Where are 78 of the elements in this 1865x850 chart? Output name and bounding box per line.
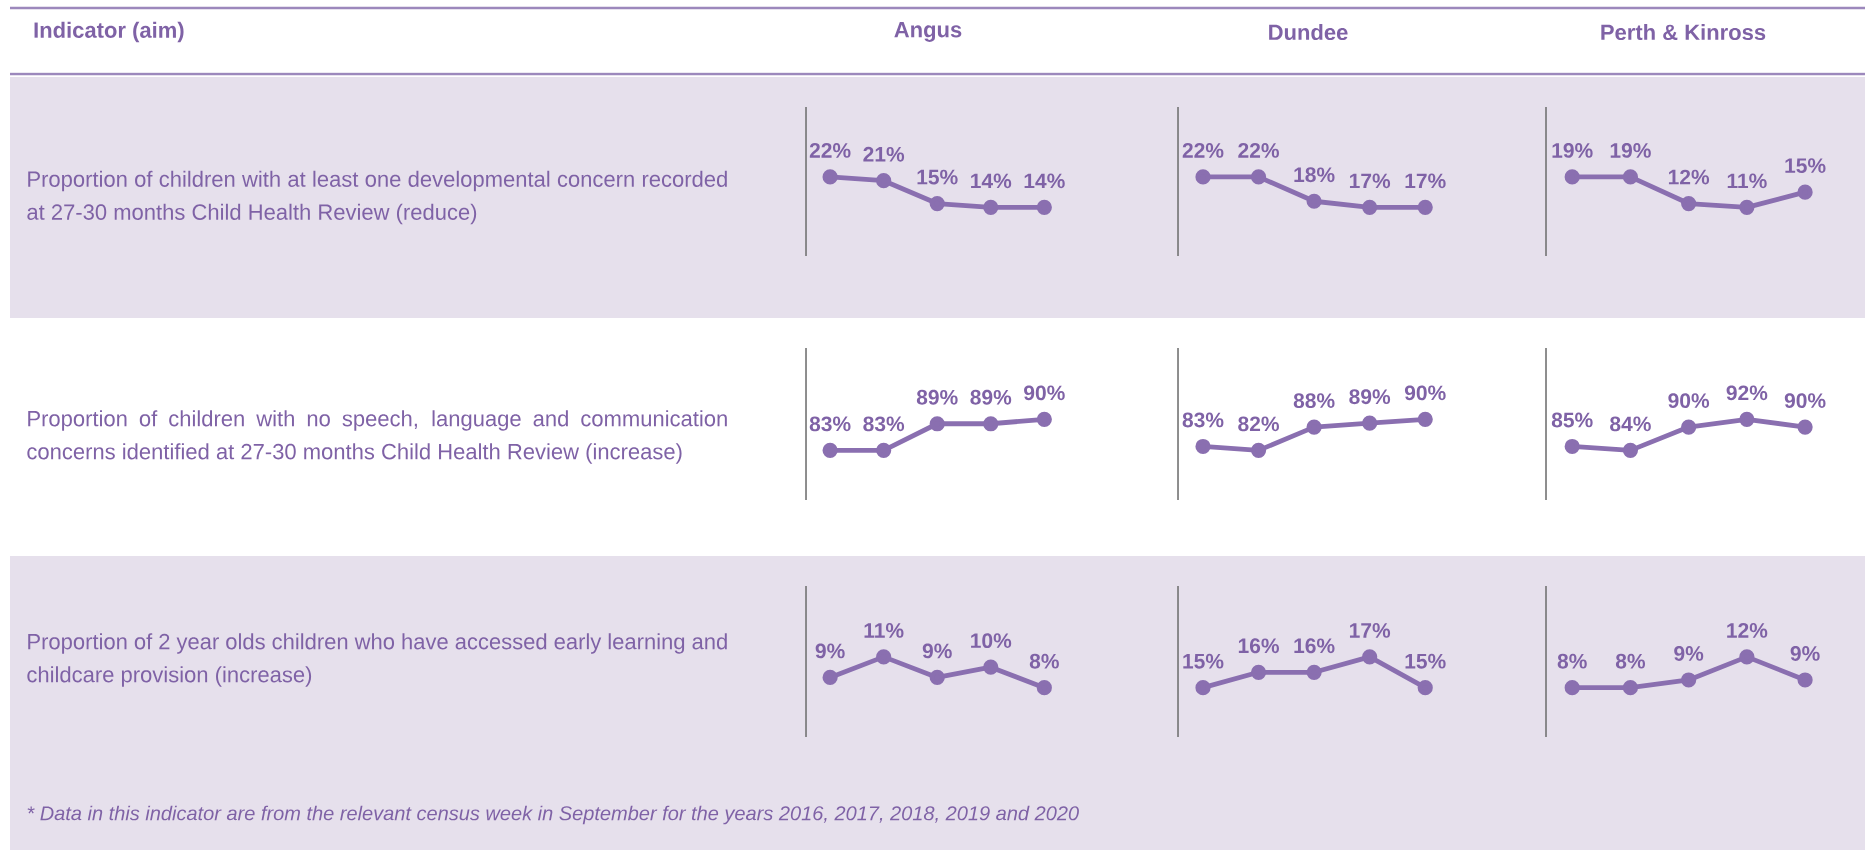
data-label: 83% [1182, 412, 1224, 428]
point [1036, 680, 1052, 696]
text: Angus [894, 22, 962, 42]
data-label: 83% [809, 416, 851, 432]
data-label: 14% [1024, 173, 1065, 189]
data-label: 89% [970, 389, 1012, 405]
data-label: 14% [971, 173, 1012, 189]
text: Dundee [1269, 23, 1348, 41]
point [1739, 199, 1755, 215]
point [1564, 169, 1580, 185]
data-label: 9% [815, 643, 845, 659]
data-label: 15% [917, 169, 958, 185]
data-label: 12% [1727, 622, 1768, 638]
point [1250, 442, 1267, 458]
data-label: 90% [1024, 385, 1065, 401]
data-label: 92% [1726, 385, 1768, 401]
text: Proportion of children with no speech, language and communication concerns identified at 27-30 months Child Health Review (increase) [27, 410, 727, 464]
data-label: 17% [1405, 173, 1446, 189]
data-label: 9% [1674, 646, 1704, 661]
text: Proportion of children with at least one developmental concern recorded at 27-30 months Child Health Review (reduce) [27, 170, 727, 225]
data-label: 18% [1294, 167, 1335, 183]
data-label: 15% [1183, 653, 1224, 669]
data-label: 11% [864, 623, 904, 638]
data-label: 85% [1551, 412, 1593, 428]
text: * Data in this indicator are from the relevant census week in September for the years 2016, 2017, 2018, 2019 and 2020 [27, 805, 1079, 825]
point [929, 669, 945, 686]
data-label: 9% [1790, 646, 1820, 661]
point [1681, 195, 1697, 212]
data-label: 17% [1349, 623, 1391, 638]
data-label: 90% [1784, 393, 1826, 409]
point [1306, 419, 1322, 435]
text: Proportion of 2 year olds children who have accessed early learning and childcare provision (increase) [27, 633, 727, 687]
data-label: 11% [1727, 173, 1767, 189]
text: Indicator (aim) [34, 21, 184, 43]
data-label: 10% [971, 633, 1012, 649]
point [1622, 169, 1639, 185]
point [876, 173, 892, 189]
data-label: 22% [1238, 143, 1279, 158]
data-label: 8% [1557, 653, 1587, 669]
data-label: 90% [1404, 385, 1446, 401]
point [929, 195, 945, 212]
data-label: 8% [1029, 653, 1059, 669]
data-label: 16% [1294, 638, 1335, 654]
point [1622, 442, 1639, 458]
point [1797, 419, 1813, 435]
point [1797, 184, 1813, 200]
point [822, 169, 838, 185]
data-label: 21% [863, 146, 905, 162]
point [1564, 438, 1580, 455]
point [1681, 419, 1697, 435]
point [1036, 199, 1052, 215]
data-label: 12% [1668, 169, 1710, 185]
data-label: 17% [1349, 173, 1391, 189]
point [1195, 438, 1211, 455]
point [1417, 411, 1433, 427]
point [983, 659, 999, 675]
data-label: 19% [1610, 143, 1651, 158]
data-label: 84% [1610, 416, 1651, 432]
data-label: 15% [1785, 158, 1826, 174]
data-label: 83% [863, 416, 905, 432]
point [822, 669, 838, 686]
data-label: 19% [1552, 143, 1593, 158]
data-label: 89% [1349, 389, 1391, 405]
data-label: 89% [916, 389, 958, 405]
data-label: 16% [1238, 638, 1279, 654]
data-label: 22% [1182, 143, 1224, 158]
data-label: 15% [1405, 653, 1446, 669]
point [1739, 411, 1755, 427]
data-label: 22% [809, 143, 851, 158]
data-label: 8% [1615, 653, 1646, 669]
data-label: 82% [1238, 416, 1279, 432]
text: Perth & Kinross [1601, 23, 1766, 41]
data-label: 90% [1668, 393, 1710, 409]
data-label: 9% [922, 643, 952, 659]
point [983, 199, 999, 215]
data-label: 88% [1293, 393, 1335, 409]
point [876, 649, 892, 665]
point [1362, 415, 1378, 431]
